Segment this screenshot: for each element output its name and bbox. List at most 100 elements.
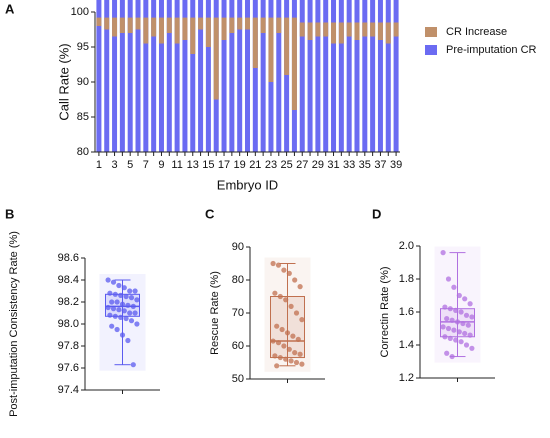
point xyxy=(275,340,282,346)
bar-segment xyxy=(119,0,125,152)
bar-segment xyxy=(221,0,227,152)
y-tick-label: 97.6 xyxy=(58,362,79,374)
x-tick-label: 19 xyxy=(234,159,246,171)
point xyxy=(281,343,287,349)
bar-segment xyxy=(112,0,118,152)
bar-segment xyxy=(307,22,313,40)
bar-segment xyxy=(174,0,180,152)
y-tick-label: 80 xyxy=(232,274,244,286)
bar-segment xyxy=(237,0,243,152)
point xyxy=(288,303,294,309)
point xyxy=(112,291,118,297)
bar-segment xyxy=(331,22,337,44)
point xyxy=(279,326,285,333)
y-tick-label: 85 xyxy=(77,111,89,123)
legend-label: CR Increase xyxy=(446,26,507,38)
point xyxy=(288,358,294,364)
bar-segment xyxy=(315,22,321,37)
legend-swatch xyxy=(425,27,437,37)
bar-segment xyxy=(190,0,196,152)
point xyxy=(449,353,455,360)
bar-segment xyxy=(135,17,141,30)
bar-segment xyxy=(260,0,266,152)
bar-segment xyxy=(276,17,282,33)
bar-segment xyxy=(182,17,188,40)
x-tick-label: 37 xyxy=(374,159,386,171)
point xyxy=(107,290,113,296)
point xyxy=(270,260,276,267)
y-tick-label: 80 xyxy=(77,146,89,158)
point xyxy=(125,302,131,308)
point xyxy=(447,306,453,312)
bar-segment xyxy=(158,17,164,44)
y-tick-label: 70 xyxy=(232,307,244,319)
point xyxy=(272,290,278,296)
point xyxy=(299,361,305,367)
x-tick-label: 9 xyxy=(158,159,164,171)
point xyxy=(292,350,298,356)
bar-segment xyxy=(370,0,376,152)
bar-segment xyxy=(166,0,172,152)
point xyxy=(130,362,136,368)
x-tick-label: 7 xyxy=(143,159,149,171)
point xyxy=(109,323,115,329)
y-tick-label: 98.2 xyxy=(58,296,79,308)
point xyxy=(462,296,468,302)
x-tick-label: 5 xyxy=(127,159,133,171)
y-axis-label: Correctin Rate (%) xyxy=(379,266,391,357)
y-tick-label: 1.6 xyxy=(399,306,414,318)
point xyxy=(128,295,135,301)
bar-segment xyxy=(299,0,305,152)
y-tick-label: 90 xyxy=(232,241,244,253)
bar-segment xyxy=(158,0,164,152)
point xyxy=(107,312,113,318)
point xyxy=(463,342,470,348)
point xyxy=(292,277,298,283)
bar-segment xyxy=(96,17,102,26)
y-tick-label: 100 xyxy=(71,6,89,18)
y-tick-label: 2.0 xyxy=(399,240,414,252)
point xyxy=(283,297,289,303)
point xyxy=(458,309,464,315)
point xyxy=(130,303,136,309)
point xyxy=(116,307,122,313)
bar-segment xyxy=(198,0,204,152)
point xyxy=(463,312,470,318)
bar-segment xyxy=(385,0,391,152)
bar-segment xyxy=(104,17,110,30)
bar-segment xyxy=(104,0,110,152)
x-tick-label: 13 xyxy=(187,159,199,171)
bar-segment xyxy=(198,17,204,30)
bar-segment xyxy=(244,0,251,152)
point xyxy=(467,332,473,338)
point xyxy=(469,314,475,320)
bar-segment xyxy=(229,17,235,33)
point xyxy=(286,346,292,352)
y-tick-label: 97.8 xyxy=(58,340,79,352)
panel-label: A xyxy=(5,1,15,16)
point xyxy=(453,337,459,343)
x-tick-label: 29 xyxy=(312,159,324,171)
x-tick-label: 23 xyxy=(265,159,277,171)
point xyxy=(127,310,133,316)
point xyxy=(451,327,457,333)
point xyxy=(290,333,296,339)
bar-segment xyxy=(284,0,290,152)
x-tick-label: 21 xyxy=(249,159,261,171)
point xyxy=(274,323,280,329)
point xyxy=(283,356,289,362)
point xyxy=(110,279,117,285)
point xyxy=(460,320,466,327)
point xyxy=(127,288,133,294)
point xyxy=(119,332,126,338)
x-tick-label: 27 xyxy=(296,159,308,171)
bar-segment xyxy=(151,17,157,37)
bar-segment xyxy=(362,0,368,152)
bar-segment xyxy=(354,0,360,152)
y-tick-label: 60 xyxy=(232,340,244,352)
bar-segment xyxy=(174,17,180,44)
bar-segment xyxy=(182,0,188,152)
bar-segment xyxy=(284,17,290,76)
point xyxy=(123,315,129,322)
y-axis-label: Call Rate (%) xyxy=(56,43,71,120)
